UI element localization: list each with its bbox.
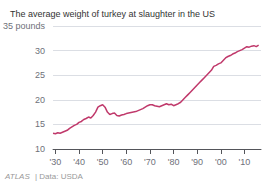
svg-text:| Data: USDA: | Data: USDA xyxy=(35,172,84,181)
svg-text:35 pounds: 35 pounds xyxy=(3,21,46,31)
svg-text:25: 25 xyxy=(35,70,45,80)
svg-text:15: 15 xyxy=(35,119,45,129)
svg-text:'30: '30 xyxy=(50,157,62,167)
svg-text:'00: '00 xyxy=(215,157,227,167)
svg-text:'50: '50 xyxy=(97,157,109,167)
svg-text:'80: '80 xyxy=(168,157,180,167)
svg-text:10: 10 xyxy=(35,144,45,154)
svg-text:The average weight of turkey a: The average weight of turkey at slaughte… xyxy=(10,9,215,19)
svg-text:'60: '60 xyxy=(120,157,132,167)
svg-text:'10: '10 xyxy=(239,157,251,167)
svg-text:'90: '90 xyxy=(191,157,203,167)
svg-text:30: 30 xyxy=(35,46,45,56)
svg-text:'40: '40 xyxy=(73,157,85,167)
svg-text:ATLAS: ATLAS xyxy=(4,172,30,181)
svg-text:20: 20 xyxy=(35,95,45,105)
svg-text:'70: '70 xyxy=(144,157,156,167)
